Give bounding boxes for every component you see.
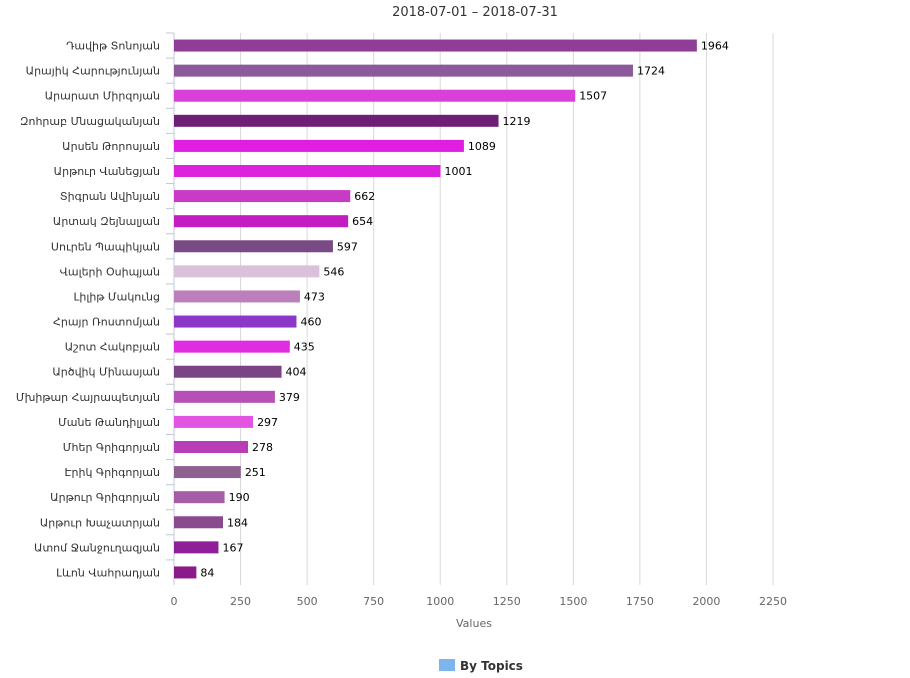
bar[interactable]	[174, 516, 223, 529]
x-tick-label: 1250	[493, 595, 521, 608]
category-label: Հրայր Ռոստոմյան	[53, 316, 160, 329]
bar-value-label: 1507	[579, 90, 607, 103]
chart-title: 2018-07-01 – 2018-07-31	[392, 5, 558, 20]
x-tick-label: 250	[230, 595, 251, 608]
bar-value-label: 278	[252, 441, 273, 454]
category-label: Լևոն Վահրադյան	[56, 566, 160, 579]
bars: 1964 1724 1507 1219 1089 1001 662 654 597 546 473 4…	[174, 39, 729, 579]
bar[interactable]	[174, 139, 464, 152]
bar[interactable]	[174, 441, 249, 453]
bar[interactable]	[174, 541, 219, 554]
bar[interactable]	[174, 415, 254, 428]
bar[interactable]	[174, 365, 282, 378]
legend-swatch[interactable]	[439, 659, 455, 671]
bar-value-label: 473	[304, 290, 325, 303]
category-label: Դավիթ Տոնոյան	[66, 40, 160, 53]
category-label: Էրիկ Գրիգորյան	[64, 466, 160, 479]
bar[interactable]	[174, 215, 349, 228]
x-tick-label: 750	[363, 595, 384, 608]
category-label: Արարատ Միրզոյան	[45, 90, 160, 103]
category-label: Ատոմ Ջանջուղազյան	[34, 541, 160, 554]
category-label: Աշոտ Հակոբյան	[65, 341, 160, 354]
x-axis-title: Values	[456, 617, 492, 630]
bar-value-label: 167	[222, 541, 243, 554]
bar-value-label: 1089	[468, 140, 496, 153]
bar[interactable]	[174, 491, 225, 504]
bar-value-label: 84	[200, 566, 214, 579]
bar-value-label: 654	[352, 215, 373, 228]
bar[interactable]	[174, 190, 351, 203]
category-label: Սուրեն Պապիկյան	[51, 240, 160, 253]
category-label: Մանե Թանդիլյան	[58, 416, 160, 429]
x-tick-label: 500	[297, 595, 318, 608]
bar[interactable]	[174, 466, 241, 479]
category-label: Զոհրաբ Մնացականյան	[20, 115, 160, 128]
bar[interactable]	[174, 390, 275, 403]
bar[interactable]	[174, 39, 697, 52]
category-label: Արթուր Գրիգորյան	[50, 491, 160, 504]
bar-value-label: 184	[227, 516, 248, 529]
bar[interactable]	[174, 340, 290, 353]
x-tick-label: 0	[171, 595, 178, 608]
bar-value-label: 435	[294, 341, 315, 354]
x-tick-label: 1000	[426, 595, 454, 608]
bar-value-label: 1219	[503, 115, 531, 128]
bar[interactable]	[174, 290, 300, 303]
bar[interactable]	[174, 265, 320, 278]
category-label: Արթուր Վանեցյան	[54, 165, 160, 178]
category-label: Արայիկ Հարությունյան	[26, 65, 160, 78]
bar-value-label: 1724	[637, 65, 665, 78]
x-tick-label: 2000	[692, 595, 720, 608]
bar-value-label: 1001	[444, 165, 472, 178]
bar[interactable]	[174, 315, 297, 328]
bar-value-label: 460	[300, 316, 321, 329]
bar-value-label: 251	[245, 466, 266, 479]
category-label: Արթուր Խաչատրյան	[40, 516, 160, 529]
category-label: Լիլիթ Մակունց	[74, 290, 161, 303]
category-labels: Դավիթ Տոնոյան Արայիկ Հարությունյան Արարատ …	[16, 32, 174, 579]
bar[interactable]	[174, 566, 197, 579]
bar[interactable]	[174, 165, 441, 177]
bar-value-label: 404	[286, 366, 307, 379]
category-label: Մխիթար Հայրապետյան	[16, 391, 160, 404]
bar-value-label: 597	[337, 240, 358, 253]
category-label: Արսեն Թորոսյան	[62, 140, 160, 153]
bar-value-label: 190	[229, 491, 250, 504]
category-label: Արծվիկ Մինասյան	[52, 366, 160, 379]
category-label: Մհեր Գրիգորյան	[63, 441, 160, 454]
bar-value-label: 379	[279, 391, 300, 404]
category-label: Վալերի Օսիպյան	[60, 265, 160, 278]
x-tick-label: 1750	[626, 595, 654, 608]
bar[interactable]	[174, 114, 499, 127]
bar[interactable]	[174, 64, 633, 77]
bar-value-label: 662	[354, 190, 375, 203]
bar[interactable]	[174, 240, 333, 253]
bar[interactable]	[174, 89, 576, 102]
legend-label[interactable]: By Topics	[460, 659, 523, 673]
legend[interactable]: By Topics	[439, 659, 523, 673]
bar-value-label: 297	[257, 416, 278, 429]
x-tick-labels: 0 250 500 750 1000 1250 1500 1750 2000 2250	[171, 595, 788, 608]
x-tick-label: 2250	[759, 595, 787, 608]
category-label: Տիգրան Ավինյան	[60, 190, 160, 203]
category-label: Արտակ Զեյնալյան	[53, 215, 160, 228]
bar-value-label: 1964	[701, 40, 729, 53]
x-tick-label: 1500	[559, 595, 587, 608]
bar-value-label: 546	[323, 265, 344, 278]
